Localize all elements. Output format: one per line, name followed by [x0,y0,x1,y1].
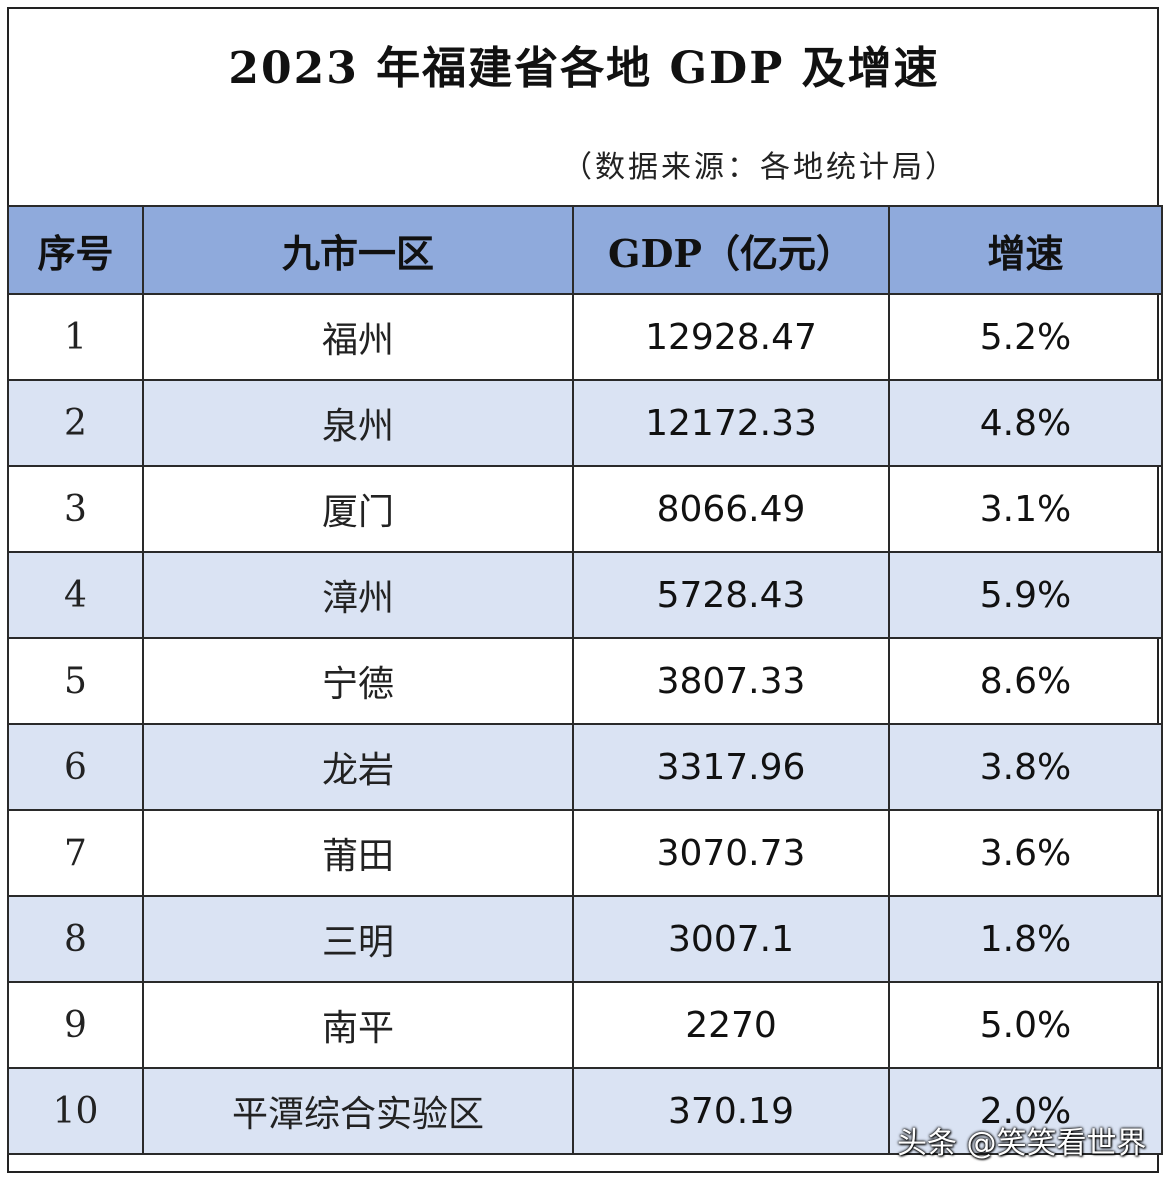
seq-cell: 4 [7,551,144,639]
seq-cell: 3 [7,465,144,553]
table-row: 4 漳州 5728.43 5.9% [7,551,1163,639]
city-cell: 福州 [142,293,574,381]
city-cell: 漳州 [142,551,574,639]
watermark: 头条 @笑笑看世界 [897,1126,1147,1161]
city-cell: 平潭综合实验区 [142,1067,574,1155]
table-row: 8 三明 3007.1 1.8% [7,895,1163,983]
gdp-cell: 370.19 [572,1067,890,1155]
gdp-table: 序号 九市一区 GDP（亿元） 增速 1 福州 12928.47 5.2% 2 … [7,205,1163,1155]
seq-cell: 9 [7,981,144,1069]
city-cell: 宁德 [142,637,574,725]
seq-cell: 10 [7,1067,144,1155]
seq-cell: 8 [7,895,144,983]
rate-cell: 5.2% [888,293,1163,381]
gdp-cell: 3317.96 [572,723,890,811]
city-cell: 泉州 [142,379,574,467]
city-cell: 三明 [142,895,574,983]
rate-cell: 8.6% [888,637,1163,725]
rate-cell: 3.8% [888,723,1163,811]
table-row: 9 南平 2270 5.0% [7,981,1163,1069]
gdp-cell: 12928.47 [572,293,890,381]
table-row: 5 宁德 3807.33 8.6% [7,637,1163,725]
city-cell: 龙岩 [142,723,574,811]
table-row: 7 莆田 3070.73 3.6% [7,809,1163,897]
city-cell: 南平 [142,981,574,1069]
header-seq: 序号 [7,205,144,295]
header-region: 九市一区 [142,205,574,295]
page-title: 2023 年福建省各地 GDP 及增速 [228,43,940,94]
gdp-cell: 3070.73 [572,809,890,897]
city-cell: 莆田 [142,809,574,897]
gdp-cell: 2270 [572,981,890,1069]
rate-cell: 5.0% [888,981,1163,1069]
seq-cell: 5 [7,637,144,725]
table-row: 6 龙岩 3317.96 3.8% [7,723,1163,811]
rate-cell: 3.1% [888,465,1163,553]
gdp-cell: 3007.1 [572,895,890,983]
rate-cell: 3.6% [888,809,1163,897]
gdp-cell: 5728.43 [572,551,890,639]
seq-cell: 6 [7,723,144,811]
seq-cell: 7 [7,809,144,897]
table-row: 2 泉州 12172.33 4.8% [7,379,1163,467]
table-row: 10 平潭综合实验区 370.19 2.0% [7,1067,1163,1155]
table-row: 3 厦门 8066.49 3.1% [7,465,1163,553]
table-row: 1 福州 12928.47 5.2% [7,293,1163,381]
rate-cell: 5.9% [888,551,1163,639]
header-rate: 增速 [888,205,1163,295]
rate-cell: 1.8% [888,895,1163,983]
header-gdp: GDP（亿元） [572,205,890,295]
header-row: 序号 九市一区 GDP（亿元） 增速 [7,205,1163,295]
rate-cell: 4.8% [888,379,1163,467]
data-source-note: （数据来源：各地统计局） [562,150,958,185]
city-cell: 厦门 [142,465,574,553]
seq-cell: 1 [7,293,144,381]
gdp-cell: 3807.33 [572,637,890,725]
seq-cell: 2 [7,379,144,467]
gdp-cell: 8066.49 [572,465,890,553]
rate-cell: 2.0% [888,1067,1163,1155]
gdp-cell: 12172.33 [572,379,890,467]
